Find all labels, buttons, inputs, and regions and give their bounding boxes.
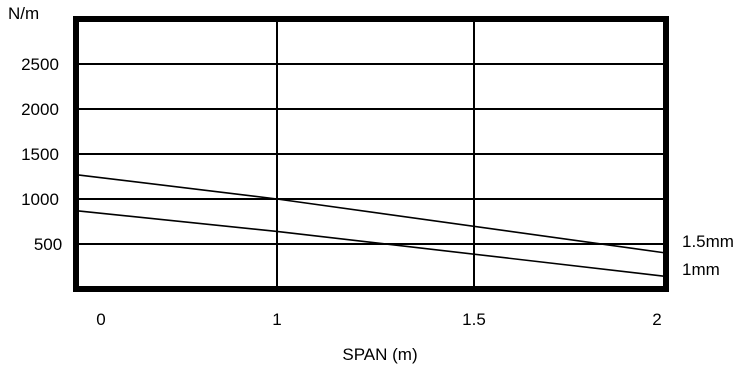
- plot-frame: [73, 16, 669, 292]
- series-line-1.5mm: [75, 173, 667, 254]
- y-tick-labels: 500 1000 1500 2000 2500: [21, 55, 62, 254]
- y-axis-title: N/m: [8, 4, 39, 23]
- x-tick-1.5: 1.5: [462, 310, 486, 329]
- x-tick-labels: 0 1 1.5 2: [96, 310, 661, 329]
- grid: [76, 19, 666, 289]
- y-tick-1500: 1500: [21, 145, 59, 164]
- y-tick-2500: 2500: [21, 55, 59, 74]
- series-lines: [75, 173, 667, 278]
- y-tick-2000: 2000: [21, 100, 59, 119]
- series-label-1.5mm: 1.5mm: [682, 232, 734, 251]
- x-tick-2: 2: [652, 310, 661, 329]
- x-axis-title: SPAN (m): [342, 345, 417, 364]
- x-tick-1: 1: [272, 310, 281, 329]
- series-label-1mm: 1mm: [682, 260, 720, 279]
- x-tick-0: 0: [96, 310, 105, 329]
- series-labels: 1.5mm 1mm: [682, 232, 734, 279]
- series-line-1mm: [75, 209, 667, 278]
- y-tick-500: 500: [34, 235, 62, 254]
- y-tick-1000: 1000: [21, 190, 59, 209]
